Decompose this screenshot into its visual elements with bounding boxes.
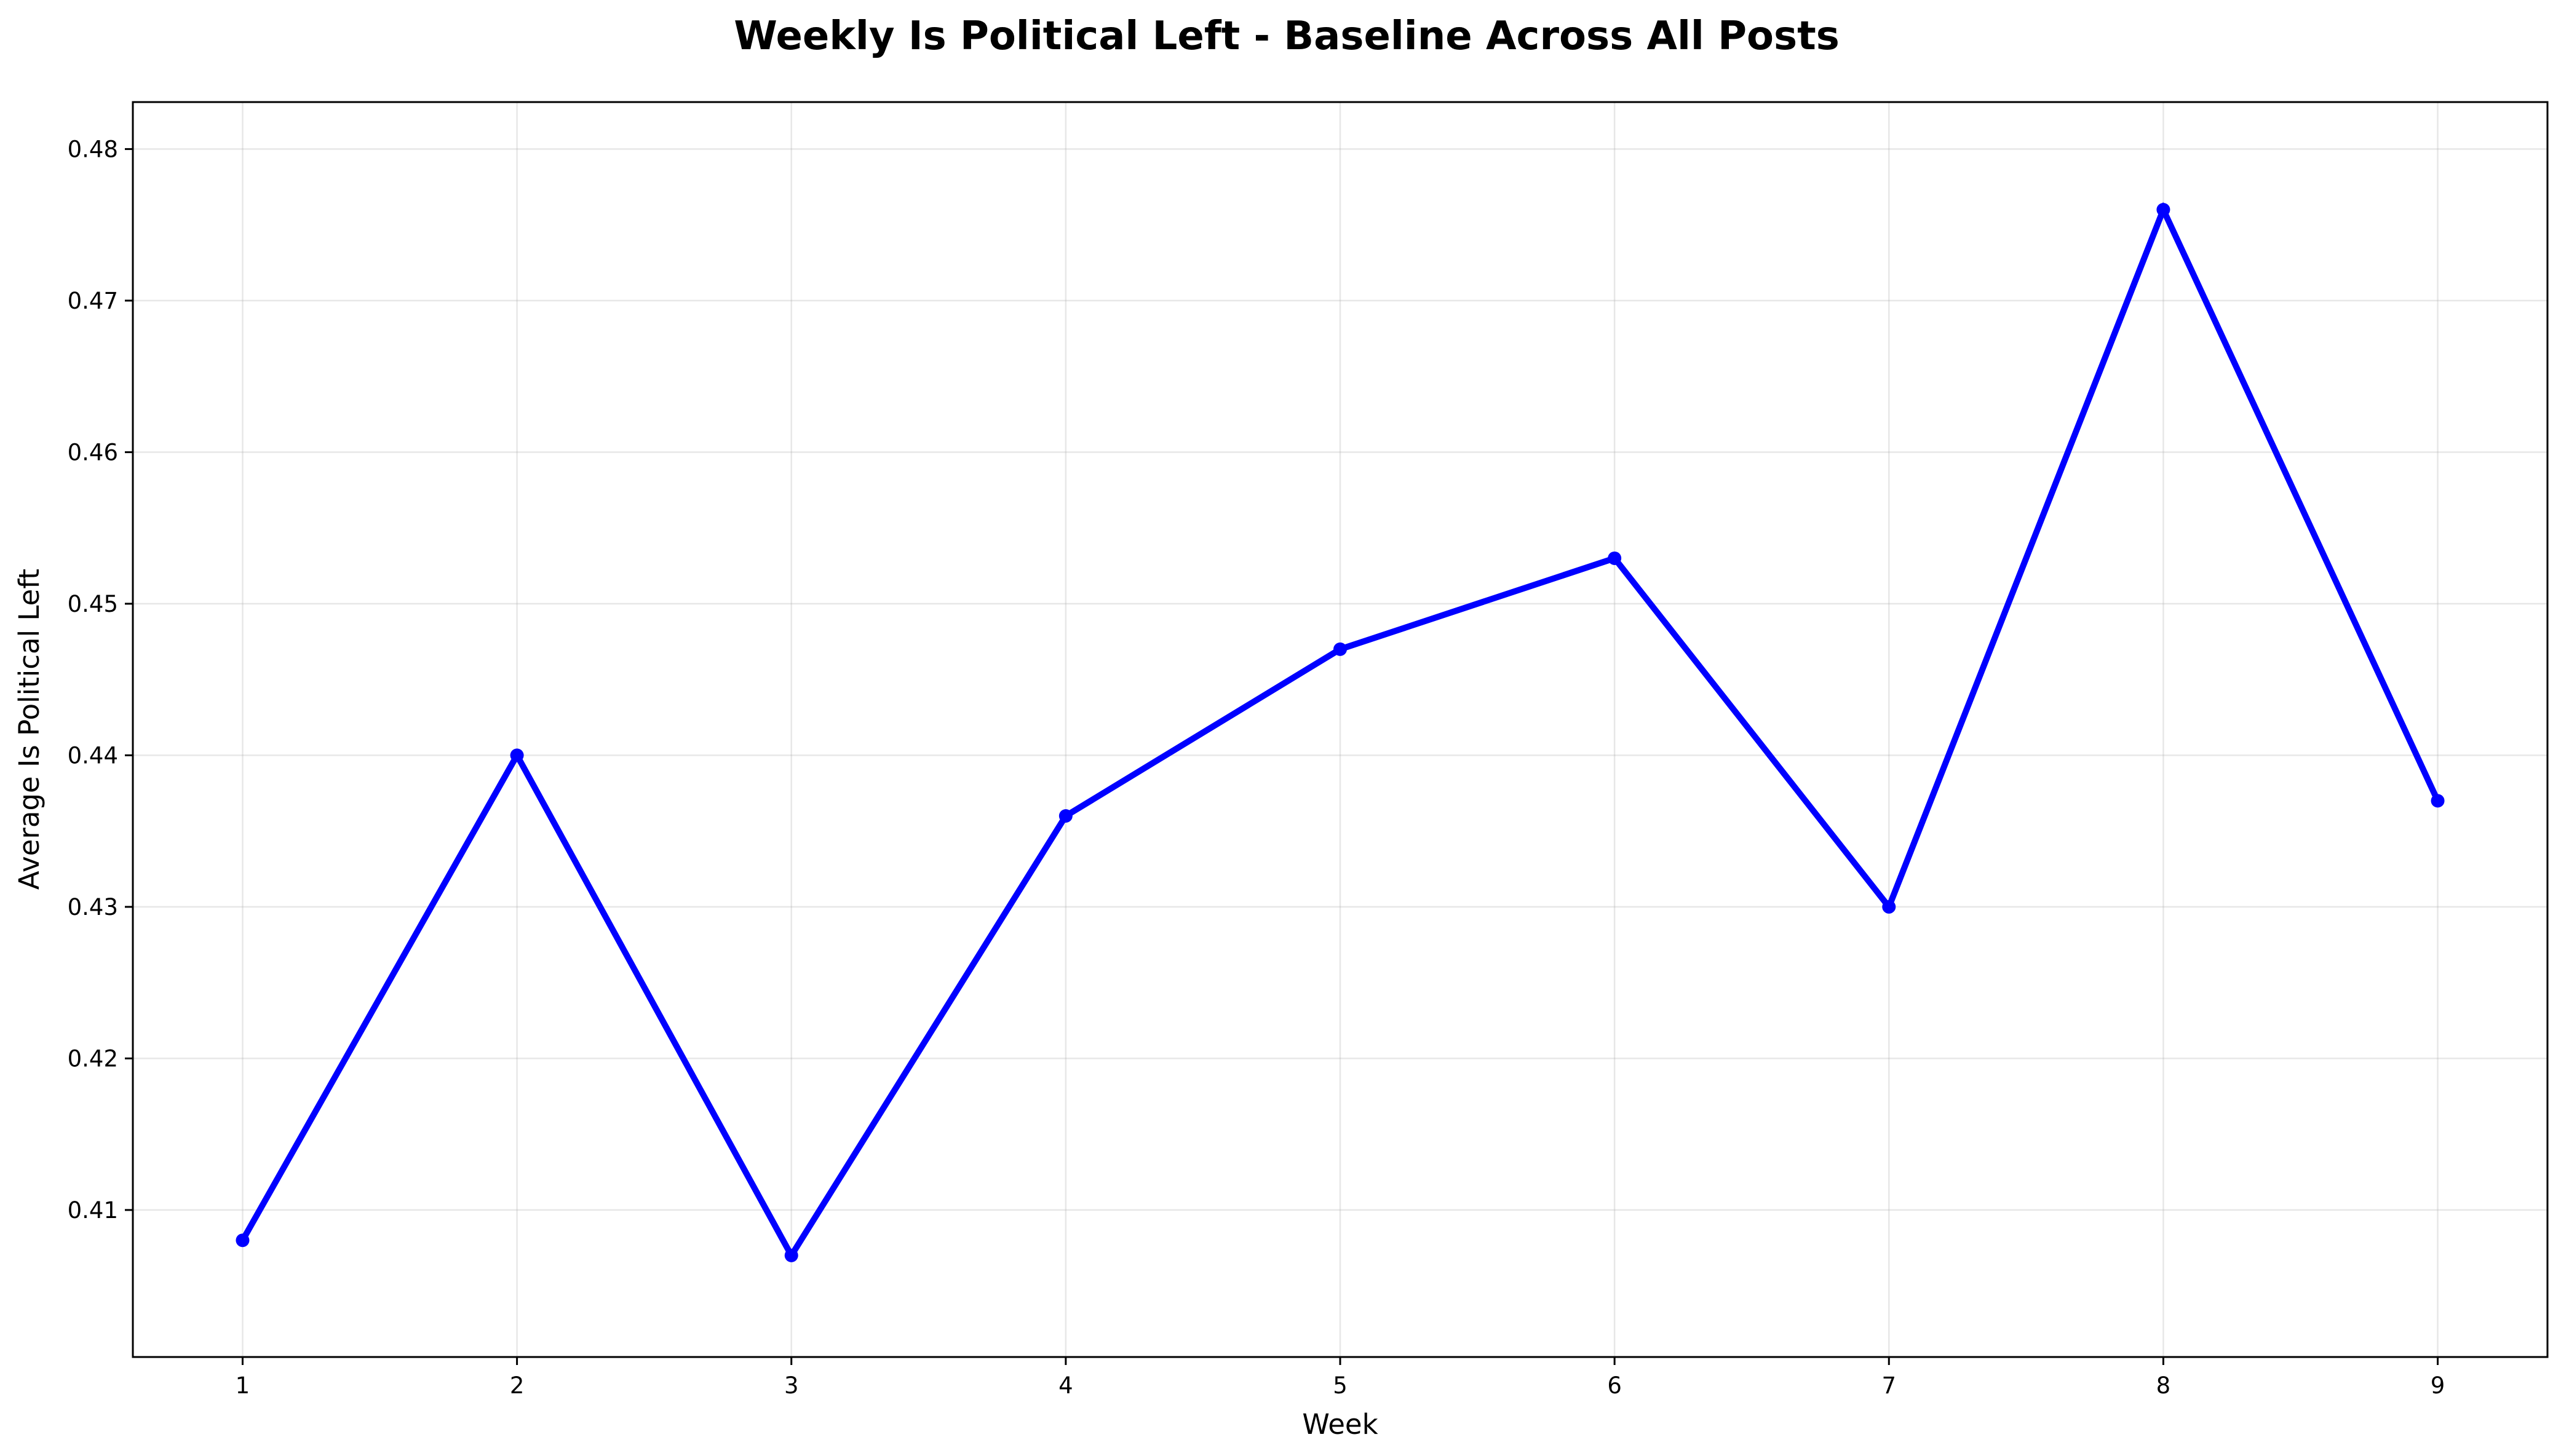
data-point: [510, 748, 524, 762]
data-point: [1608, 551, 1622, 565]
x-tick-label: 3: [784, 1372, 799, 1399]
x-tick-label: 7: [1881, 1372, 1896, 1399]
y-axis-label: Average Is Political Left: [13, 569, 46, 890]
x-tick-label: 1: [236, 1372, 250, 1399]
data-point: [1333, 642, 1347, 656]
x-tick-label: 8: [2156, 1372, 2171, 1399]
y-tick-label: 0.41: [68, 1197, 118, 1224]
y-tick-label: 0.45: [68, 591, 118, 617]
grid-lines: [133, 102, 2547, 1357]
data-point: [2156, 203, 2170, 217]
data-point: [2431, 794, 2445, 808]
data-point: [1882, 900, 1896, 914]
x-tick-label: 5: [1333, 1372, 1348, 1399]
x-axis-label: Week: [1302, 1408, 1378, 1441]
y-tick-label: 0.43: [68, 894, 118, 920]
chart-title: Weekly Is Political Left - Baseline Acro…: [734, 14, 1840, 59]
x-tick-label: 4: [1058, 1372, 1073, 1399]
y-axis-ticks: 0.41 0.42 0.43 0.44 0.45 0.46 0.47 0.48: [68, 136, 133, 1224]
series-week-averages: [236, 202, 2445, 1262]
x-tick-label: 6: [1607, 1372, 1622, 1399]
y-tick-label: 0.44: [68, 742, 118, 769]
x-tick-label: 9: [2431, 1372, 2445, 1399]
y-tick-label: 0.42: [68, 1045, 118, 1072]
y-tick-label: 0.47: [68, 288, 118, 314]
y-tick-label: 0.48: [68, 136, 118, 162]
data-point: [784, 1248, 798, 1262]
data-point: [1058, 809, 1073, 823]
data-point: [236, 1233, 250, 1248]
x-axis-ticks: 1 2 3 4 5 6 7 8 9: [236, 1357, 2445, 1399]
x-tick-label: 2: [510, 1372, 525, 1399]
plot-area: [133, 102, 2547, 1357]
y-tick-label: 0.46: [68, 439, 118, 465]
